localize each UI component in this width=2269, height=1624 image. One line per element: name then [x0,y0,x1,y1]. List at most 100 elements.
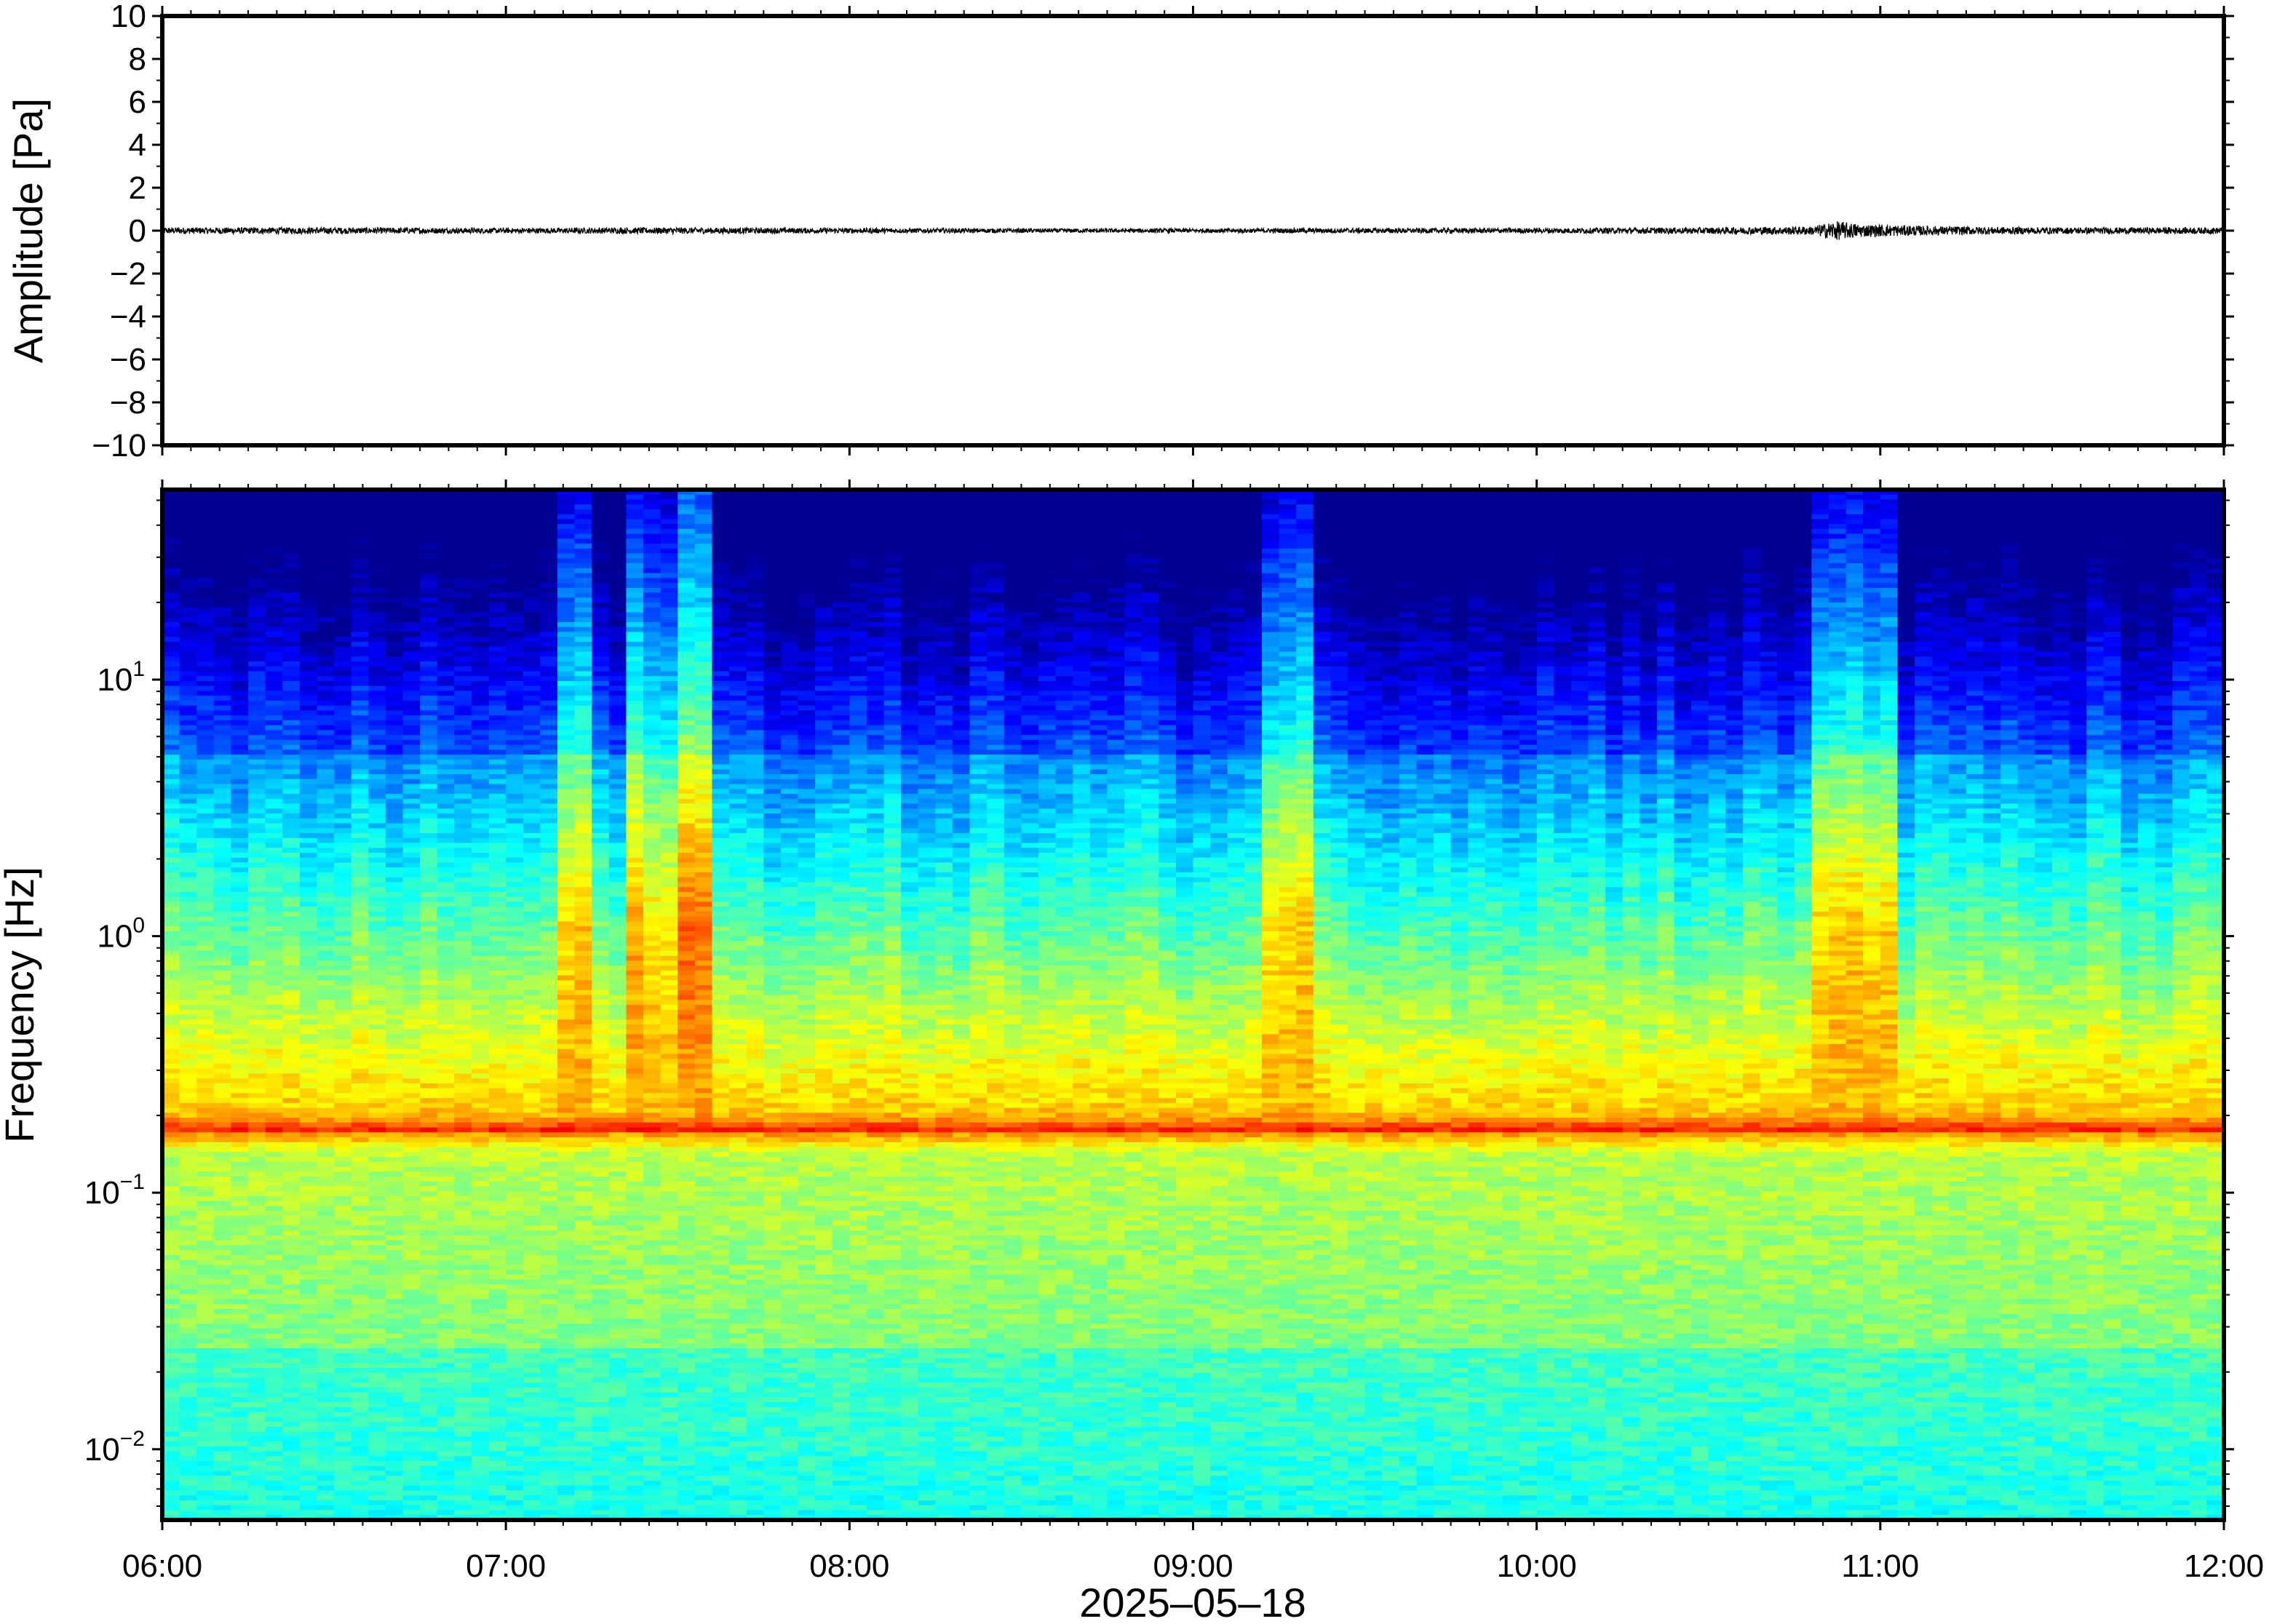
spectrogram-cell [1742,568,1761,574]
spectrogram-cell [952,642,971,648]
spectrogram-cell [608,524,627,530]
spectrogram-cell [282,617,301,623]
spectrogram-cell [1760,544,1778,549]
spectrogram-cell [798,666,816,672]
spectrogram-cell [1313,632,1332,638]
spectrogram-cell [1347,612,1366,618]
spectrogram-cell [1949,548,1967,554]
spectrogram-cell [471,509,490,515]
spectrogram-cell [1416,612,1434,618]
spectrogram-cell [935,538,953,544]
spectrogram-cell [1330,504,1348,510]
spectrogram-cell [815,553,833,560]
spectrogram-cell [712,509,730,515]
spectrogram-cell [1760,597,1778,603]
spectrogram-cell [2172,509,2190,515]
spectrogram-cell [987,632,1005,638]
spectrogram-cell [1725,656,1744,662]
spectrogram-cell [1966,637,1984,642]
spectrogram-cell [522,573,541,579]
spectrogram-cell [1347,651,1366,658]
spectrogram-cell [1674,499,1692,506]
spectrogram-cell [2017,563,2036,569]
spectrogram-cell [1279,597,1297,603]
spectrogram-cell [1708,538,1727,544]
spectrogram-cell [213,514,232,520]
spectrogram-cell [626,528,644,535]
spectrogram-cell [1141,494,1160,501]
spectrogram-cell [1382,661,1400,667]
spectrogram-cell [1227,578,1246,584]
spectrogram-cell [1983,528,2001,535]
spectrogram-cell [746,651,765,658]
spectrogram-cell [2086,637,2105,642]
spectrogram-cell [1915,563,1933,569]
spectrogram-cell [1468,612,1486,618]
spectrogram-cell [935,671,953,677]
spectrogram-cell [540,528,558,535]
spectrogram-cell [317,666,335,672]
spectrogram-cell [2017,490,2036,495]
spectrogram-cell [1931,646,1950,653]
spectrogram-cell [213,602,232,608]
spectrogram-cell [763,499,782,506]
spectrogram-cell [248,671,266,677]
spectrogram-cell [608,509,627,515]
spectrogram-cell [1760,514,1778,520]
spectrogram-cell [987,490,1005,495]
spectrogram-cell [1416,597,1434,603]
spectrogram-cell [1605,499,1624,506]
spectrogram-cell [1382,490,1400,495]
spectrogram-cell [832,661,851,667]
spectrogram-cell [2155,533,2173,540]
spectrogram-cell [1021,637,1039,642]
spectrogram-cell [1760,528,1778,535]
spectrogram-cell [213,538,232,544]
spectrogram-cell [522,514,541,520]
spectrogram-cell [1227,637,1246,642]
spectrogram-cell [1588,656,1606,662]
spectrogram-cell [471,592,490,599]
spectrogram-cell [987,597,1005,603]
spectrogram-cell [557,597,576,603]
spectrogram-cell [1656,563,1675,569]
spectrogram-cell [2069,573,2087,579]
spectrogram-cell [1622,494,1641,501]
spectrogram-cell [1313,558,1332,564]
spectrogram-cell [1279,573,1297,579]
spectrogram-cell [1570,573,1589,579]
spectrogram-cell [883,622,902,628]
spectrogram-cell [1674,626,1692,633]
spectrogram-cell [2155,607,2173,613]
spectrogram-cell [1605,602,1624,608]
spectrogram-cell [1931,563,1950,569]
spectrogram-cell [2017,632,2036,638]
spectrogram-cell [866,563,885,569]
spectrogram-cell [213,528,232,535]
spectrogram-cell [1880,622,1899,628]
spectrogram-cell [1502,671,1520,677]
spectrogram-cell [506,592,524,599]
spectrogram-cell [1811,509,1829,515]
spectrogram-cell [1519,626,1538,633]
spectrogram-cell [1485,661,1503,667]
spectrogram-cell [952,637,971,642]
spectrogram-cell [231,553,249,560]
spectrogram-cell [1382,612,1400,618]
spectrogram-cell [506,642,524,648]
spectrogram-cell [437,656,456,662]
spectrogram-cell [1124,519,1143,525]
spectrogram-cell [1622,548,1641,554]
spectrogram-cell [592,490,610,495]
spectrogram-cell [1279,578,1297,584]
spectrogram-cell [626,578,644,584]
spectrogram-cell [1364,597,1383,603]
spectrogram-cell [780,622,799,628]
spectrogram-cell [1107,499,1125,506]
spectrogram-cell [952,583,971,589]
spectrogram-cell [694,622,713,628]
spectrogram-cell [901,528,919,535]
spectrogram-cell [1622,573,1641,579]
spectrogram-cell [694,626,713,633]
spectrogram-cell [2137,632,2156,638]
